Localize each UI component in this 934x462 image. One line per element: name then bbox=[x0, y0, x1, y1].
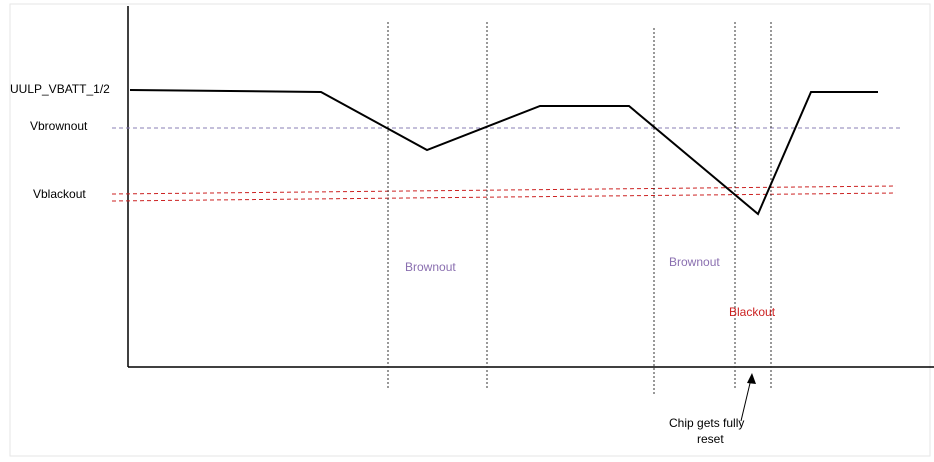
blackout-region-label: Blackout bbox=[729, 305, 776, 319]
chip-reset-arrow-head bbox=[747, 373, 756, 384]
brownout-region-label-1: Brownout bbox=[405, 260, 456, 274]
vblackout-threshold-line-lower bbox=[111, 192, 897, 202]
chip-reset-label-line2: reset bbox=[697, 432, 724, 446]
vbrownout-label: Vbrownout bbox=[30, 119, 88, 133]
chip-reset-arrow-line bbox=[740, 378, 752, 422]
chip-reset-label-line1: Chip gets fully bbox=[669, 416, 744, 430]
diagram-frame bbox=[9, 3, 931, 457]
vbatt-waveform bbox=[129, 89, 878, 216]
vblackout-label: Vblackout bbox=[33, 187, 86, 201]
vblackout-threshold-line-upper bbox=[111, 185, 897, 195]
brownout-region-label-2: Brownout bbox=[669, 255, 720, 269]
vbatt-label: UULP_VBATT_1/2 bbox=[10, 82, 110, 96]
